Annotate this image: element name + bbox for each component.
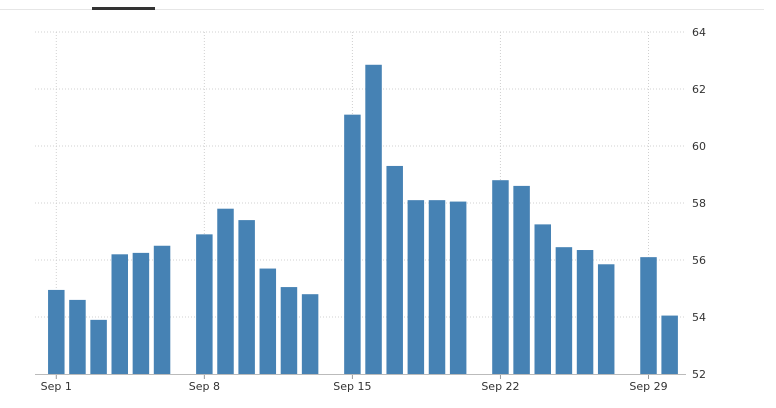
bar[interactable]: [238, 220, 255, 374]
y-tick-label: 60: [692, 140, 706, 153]
bar[interactable]: [153, 245, 171, 374]
axes: 52 54 56 58 60 62 64 Sep 1 Sep 8 Sep 15 Sep 22 Sep …: [35, 26, 706, 393]
bar[interactable]: [513, 185, 530, 374]
y-tick-label: 52: [692, 368, 706, 381]
x-tick-label: Sep 22: [481, 380, 519, 393]
bar[interactable]: [449, 201, 467, 374]
bar[interactable]: [534, 224, 552, 374]
bar[interactable]: [90, 319, 107, 374]
bar[interactable]: [576, 250, 594, 374]
bar[interactable]: [48, 289, 65, 374]
bar[interactable]: [597, 264, 615, 374]
bar[interactable]: [259, 268, 277, 374]
y-tick-label: 58: [692, 197, 706, 210]
bar[interactable]: [196, 234, 213, 374]
bar[interactable]: [111, 254, 129, 374]
bar[interactable]: [132, 252, 150, 374]
y-tick-label: 56: [692, 254, 706, 267]
x-tick-label: Sep 29: [629, 380, 667, 393]
active-tab-indicator: [92, 7, 155, 10]
x-tick-label: Sep 15: [333, 380, 371, 393]
y-tick-label: 64: [692, 26, 706, 39]
top-divider: [0, 9, 764, 10]
y-tick-label: 62: [692, 83, 706, 96]
bar[interactable]: [407, 200, 425, 374]
bar[interactable]: [344, 114, 361, 375]
bar[interactable]: [217, 208, 234, 374]
bar[interactable]: [301, 294, 319, 374]
y-tick-label: 54: [692, 311, 706, 324]
bar[interactable]: [69, 299, 86, 374]
bar[interactable]: [280, 287, 298, 374]
bar[interactable]: [640, 257, 657, 374]
bar[interactable]: [661, 315, 678, 374]
bar[interactable]: [365, 64, 382, 375]
bar[interactable]: [386, 165, 403, 374]
bar[interactable]: [492, 180, 509, 374]
bar[interactable]: [555, 247, 573, 374]
x-tick-label: Sep 8: [189, 380, 220, 393]
bars: [48, 64, 678, 375]
bar[interactable]: [428, 200, 446, 374]
x-tick-label: Sep 1: [41, 380, 72, 393]
